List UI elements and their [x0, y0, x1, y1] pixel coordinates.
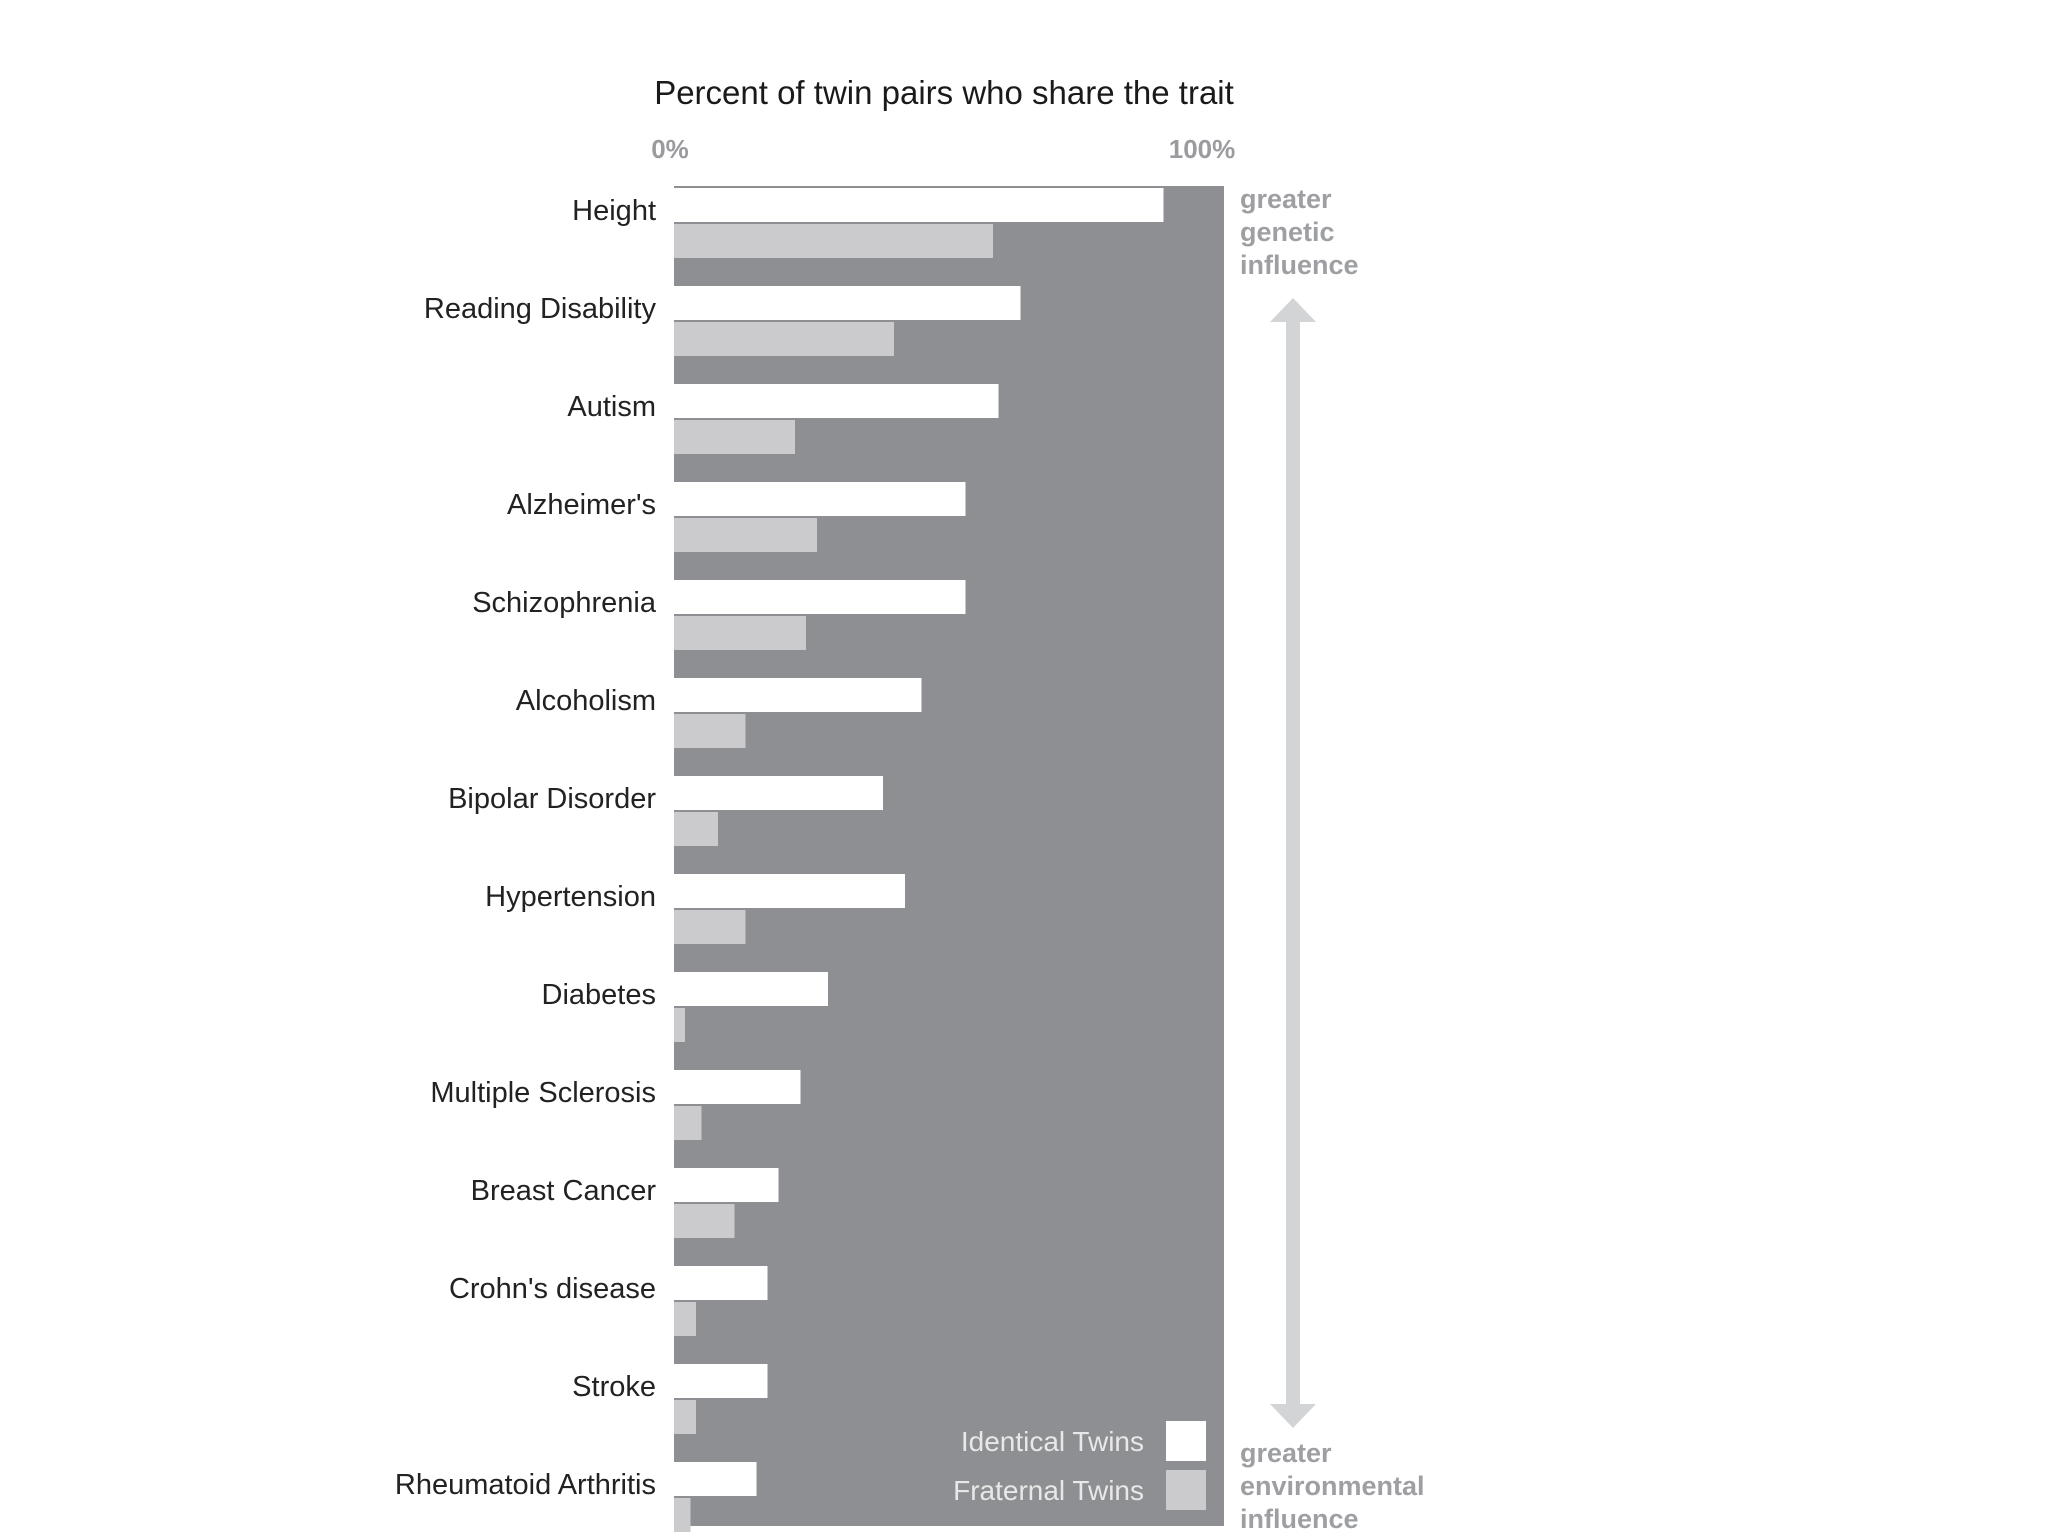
bar-fraternal-rheumatoid-arthritis: [674, 1498, 691, 1532]
arrow-shaft: [1286, 318, 1300, 1408]
category-label-schizophrenia: Schizophrenia: [472, 587, 657, 619]
bar-identical-hypertension: [674, 874, 905, 908]
bar-fraternal-diabetes: [674, 1008, 685, 1042]
category-label-stroke: Stroke: [572, 1371, 656, 1403]
axis-label-min: 0%: [651, 134, 689, 164]
bar-fraternal-stroke: [674, 1400, 696, 1434]
bar-fraternal-height: [674, 224, 993, 258]
bar-fraternal-bipolar-disorder: [674, 812, 718, 846]
bar-identical-multiple-sclerosis: [674, 1070, 801, 1104]
category-label-autism: Autism: [567, 391, 656, 423]
arrow-head-down: [1270, 1404, 1316, 1428]
bar-fraternal-alcoholism: [674, 714, 746, 748]
influence-arrow: [1270, 298, 1316, 1428]
legend: Identical Twins Fraternal Twins: [953, 1421, 1206, 1510]
bar-fraternal-hypertension: [674, 910, 746, 944]
bar-identical-crohn-s-disease: [674, 1266, 768, 1300]
bar-identical-height: [674, 188, 1164, 222]
genetic-influence-annotation: greater genetic influence: [1240, 184, 1359, 280]
category-label-alcoholism: Alcoholism: [516, 685, 656, 717]
annotation-bottom-line-3: influence: [1240, 1504, 1359, 1534]
environmental-influence-annotation: greater environmental influence: [1240, 1438, 1425, 1534]
category-label-crohn-s-disease: Crohn's disease: [449, 1273, 656, 1305]
bar-identical-reading-disability: [674, 286, 1021, 320]
category-label-rheumatoid-arthritis: Rheumatoid Arthritis: [395, 1469, 656, 1501]
legend-swatch-identical: [1166, 1421, 1206, 1461]
category-label-reading-disability: Reading Disability: [424, 293, 657, 325]
bar-fraternal-reading-disability: [674, 322, 894, 356]
bar-identical-schizophrenia: [674, 580, 966, 614]
bar-fraternal-multiple-sclerosis: [674, 1106, 702, 1140]
category-label-multiple-sclerosis: Multiple Sclerosis: [430, 1077, 656, 1109]
bar-fraternal-schizophrenia: [674, 616, 806, 650]
bar-identical-bipolar-disorder: [674, 776, 883, 810]
annotation-top-line-1: greater: [1240, 184, 1332, 214]
bar-identical-breast-cancer: [674, 1168, 779, 1202]
category-label-bipolar-disorder: Bipolar Disorder: [448, 783, 656, 815]
category-labels-group: Height Reading Disability Autism Alzheimer'…: [395, 195, 657, 1501]
bar-fraternal-breast-cancer: [674, 1204, 735, 1238]
bar-fraternal-crohn-s-disease: [674, 1302, 696, 1336]
bar-identical-diabetes: [674, 972, 828, 1006]
annotation-top-line-2: genetic: [1240, 217, 1335, 247]
chart-title: Percent of twin pairs who share the trai…: [654, 74, 1234, 111]
bar-fraternal-autism: [674, 420, 795, 454]
legend-swatch-fraternal: [1166, 1470, 1206, 1510]
category-label-breast-cancer: Breast Cancer: [471, 1175, 657, 1207]
bar-identical-rheumatoid-arthritis: [674, 1462, 757, 1496]
category-label-hypertension: Hypertension: [485, 881, 656, 913]
bar-identical-autism: [674, 384, 999, 418]
legend-label-fraternal: Fraternal Twins: [953, 1475, 1144, 1506]
category-label-alzheimer-s: Alzheimer's: [507, 489, 656, 521]
bar-fraternal-alzheimer-s: [674, 518, 817, 552]
axis-label-max: 100%: [1169, 134, 1236, 164]
legend-label-identical: Identical Twins: [961, 1426, 1144, 1457]
bars-group: [674, 188, 1164, 1532]
bar-identical-stroke: [674, 1364, 768, 1398]
annotation-bottom-line-2: environmental: [1240, 1471, 1425, 1501]
annotation-bottom-line-1: greater: [1240, 1438, 1332, 1468]
category-label-height: Height: [572, 195, 656, 227]
annotation-top-line-3: influence: [1240, 250, 1359, 280]
bar-identical-alzheimer-s: [674, 482, 966, 516]
arrow-head-up: [1270, 298, 1316, 322]
bar-identical-alcoholism: [674, 678, 922, 712]
category-label-diabetes: Diabetes: [542, 979, 656, 1011]
